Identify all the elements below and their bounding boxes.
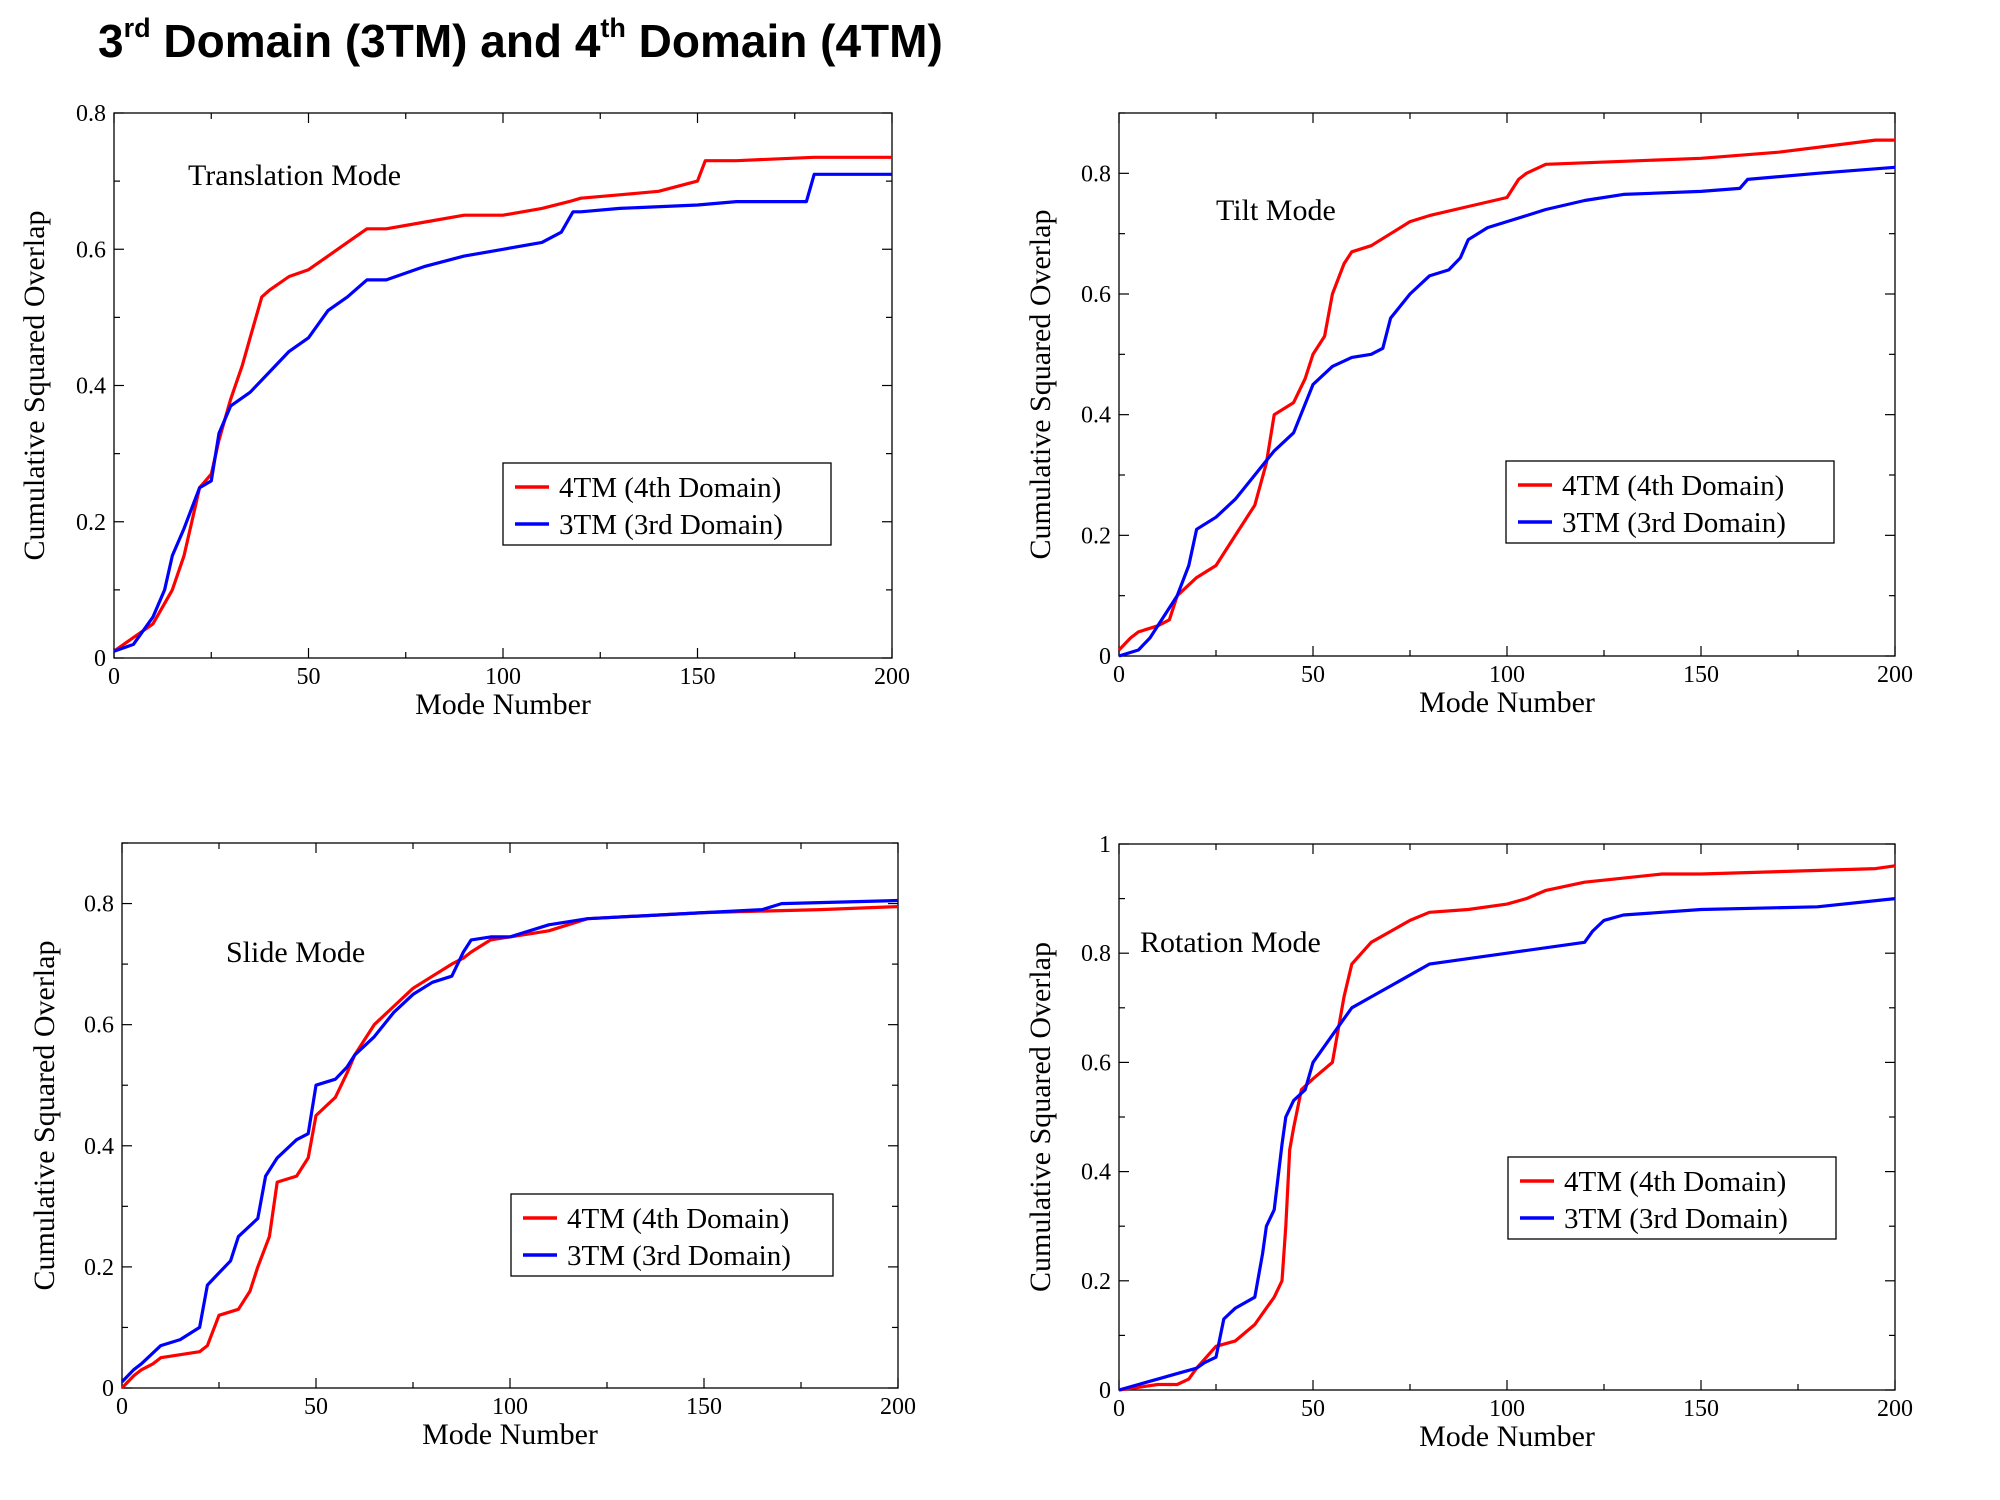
plot-frame (121, 842, 899, 1389)
x-tick-label: 200 (1877, 662, 1913, 688)
y-axis-label: Cumulative Squared Overlap (18, 211, 51, 561)
y-tick-label: 0.4 (1081, 403, 1111, 429)
series-line-4tm-4th-domain (120, 905, 899, 1390)
series-line-4tm-4th-domain (1117, 138, 1895, 652)
x-axis-label: Mode Number (1419, 686, 1595, 719)
legend-label-4tm-4th-domain: 4TM (4th Domain) (559, 472, 781, 504)
y-tick-label: 0.6 (1081, 282, 1111, 308)
y-tick-label: 0.6 (1081, 1050, 1111, 1076)
y-tick-label: 0.4 (84, 1134, 114, 1160)
y-tick-label: 0 (1099, 644, 1111, 670)
title-part-a-rest: Domain (3TM) and (150, 15, 575, 67)
legend-label-3tm-3rd-domain: 3TM (3rd Domain) (559, 509, 783, 541)
series-line-3tm-3rd-domain (1118, 165, 1896, 658)
y-tick-label: 0.2 (76, 510, 106, 536)
legend-box (1505, 460, 1835, 544)
legend-label-4tm-4th-domain: 4TM (4th Domain) (1564, 1166, 1786, 1198)
legend-box (1507, 1156, 1837, 1240)
title-part-b-sup: th (600, 12, 626, 43)
y-tick-label: 0.8 (1081, 161, 1111, 187)
x-tick-label: 200 (874, 664, 910, 690)
x-axis-label: Mode Number (1419, 1420, 1595, 1453)
x-tick-label: 100 (492, 1394, 528, 1420)
x-tick-label: 150 (686, 1394, 722, 1420)
chart-title: Translation Mode (188, 159, 401, 192)
legend-label-4tm-4th-domain: 4TM (4th Domain) (1562, 470, 1784, 502)
chart-title: Rotation Mode (1140, 926, 1321, 959)
y-tick-label: 0 (1099, 1378, 1111, 1404)
chart-slide-mode: 0 50 100 150 200 0 0.2 0.4 0.6 0.8 Mode Number Cumu… (28, 842, 916, 1451)
title-part-a-num: 3 (98, 15, 124, 67)
title-part-a-sup: rd (123, 12, 151, 43)
legend: 4TM (4th Domain) 3TM (3rd Domain) (1507, 1156, 1837, 1240)
legend-label-4tm-4th-domain: 4TM (4th Domain) (567, 1203, 789, 1235)
series-line-3tm-3rd-domain (113, 172, 892, 653)
chart-title: Slide Mode (226, 936, 365, 969)
x-tick-label: 50 (304, 1394, 328, 1420)
x-tick-label: 0 (116, 1394, 128, 1420)
y-axis-label: Cumulative Squared Overlap (28, 941, 61, 1291)
y-tick-label: 0.8 (84, 892, 114, 918)
y-tick-label: 1 (1099, 832, 1111, 858)
y-axis-label: Cumulative Squared Overlap (1024, 210, 1057, 560)
y-tick-label: 0.2 (1081, 1269, 1111, 1295)
x-tick-label: 100 (485, 664, 521, 690)
x-tick-label: 0 (1113, 1396, 1125, 1422)
legend-box (510, 1193, 834, 1277)
x-tick-label: 0 (108, 664, 120, 690)
y-tick-label: 0.8 (1081, 941, 1111, 967)
y-tick-label: 0 (94, 646, 106, 672)
x-axis-label: Mode Number (422, 1418, 598, 1451)
series-line-4tm-4th-domain (1118, 864, 1896, 1392)
y-tick-label: 0.4 (76, 374, 106, 400)
x-tick-label: 50 (1301, 1396, 1325, 1422)
y-tick-label: 0.6 (84, 1013, 114, 1039)
x-tick-label: 100 (1489, 1396, 1525, 1422)
x-axis-label: Mode Number (415, 688, 591, 721)
legend-label-3tm-3rd-domain: 3TM (3rd Domain) (1562, 507, 1786, 539)
x-tick-label: 100 (1489, 662, 1525, 688)
title-part-b-num: 4 (574, 15, 601, 67)
title-part-b-rest: Domain (4TM) (625, 15, 943, 67)
y-tick-label: 0.6 (76, 237, 106, 263)
series-line-3tm-3rd-domain (1118, 897, 1896, 1392)
x-tick-label: 200 (880, 1394, 916, 1420)
x-tick-label: 200 (1877, 1396, 1913, 1422)
x-tick-label: 50 (297, 664, 321, 690)
legend-label-3tm-3rd-domain: 3TM (3rd Domain) (567, 1240, 791, 1272)
series-line-3tm-3rd-domain (120, 898, 899, 1384)
chart-tilt-mode: 0 50 100 150 200 0 0.2 0.4 0.6 0.8 Mode Number Cumu… (1024, 112, 1913, 719)
y-tick-label: 0.8 (76, 101, 106, 127)
chart-title: Tilt Mode (1216, 194, 1336, 227)
legend-label-3tm-3rd-domain: 3TM (3rd Domain) (1564, 1203, 1788, 1235)
x-tick-label: 150 (1683, 1396, 1719, 1422)
legend: 4TM (4th Domain) 3TM (3rd Domain) (502, 462, 832, 546)
legend: 4TM (4th Domain) 3TM (3rd Domain) (1505, 460, 1835, 544)
legend: 4TM (4th Domain) 3TM (3rd Domain) (510, 1193, 834, 1277)
legend-box (502, 462, 832, 546)
y-tick-label: 0 (102, 1376, 114, 1402)
plot-frame (113, 112, 893, 659)
x-tick-label: 150 (1683, 662, 1719, 688)
y-tick-label: 0.2 (1081, 523, 1111, 549)
x-tick-label: 150 (680, 664, 716, 690)
x-tick-label: 50 (1301, 662, 1325, 688)
x-tick-label: 0 (1113, 662, 1125, 688)
page-title: 3rd Domain (3TM) and 4th Domain (4TM) (98, 12, 943, 68)
chart-translation-mode: 0 50 100 150 200 0 0.2 0.4 0.6 0.8 Mode Number Cumu… (18, 101, 910, 721)
y-tick-label: 0.4 (1081, 1160, 1111, 1186)
y-axis-label: Cumulative Squared Overlap (1024, 942, 1057, 1292)
chart-rotation-mode: 0 50 100 150 200 0 0.2 0.4 0.6 0.8 1 Mode Number Cum… (1024, 832, 1913, 1453)
series-line-4tm-4th-domain (113, 155, 892, 653)
y-tick-label: 0.2 (84, 1255, 114, 1281)
